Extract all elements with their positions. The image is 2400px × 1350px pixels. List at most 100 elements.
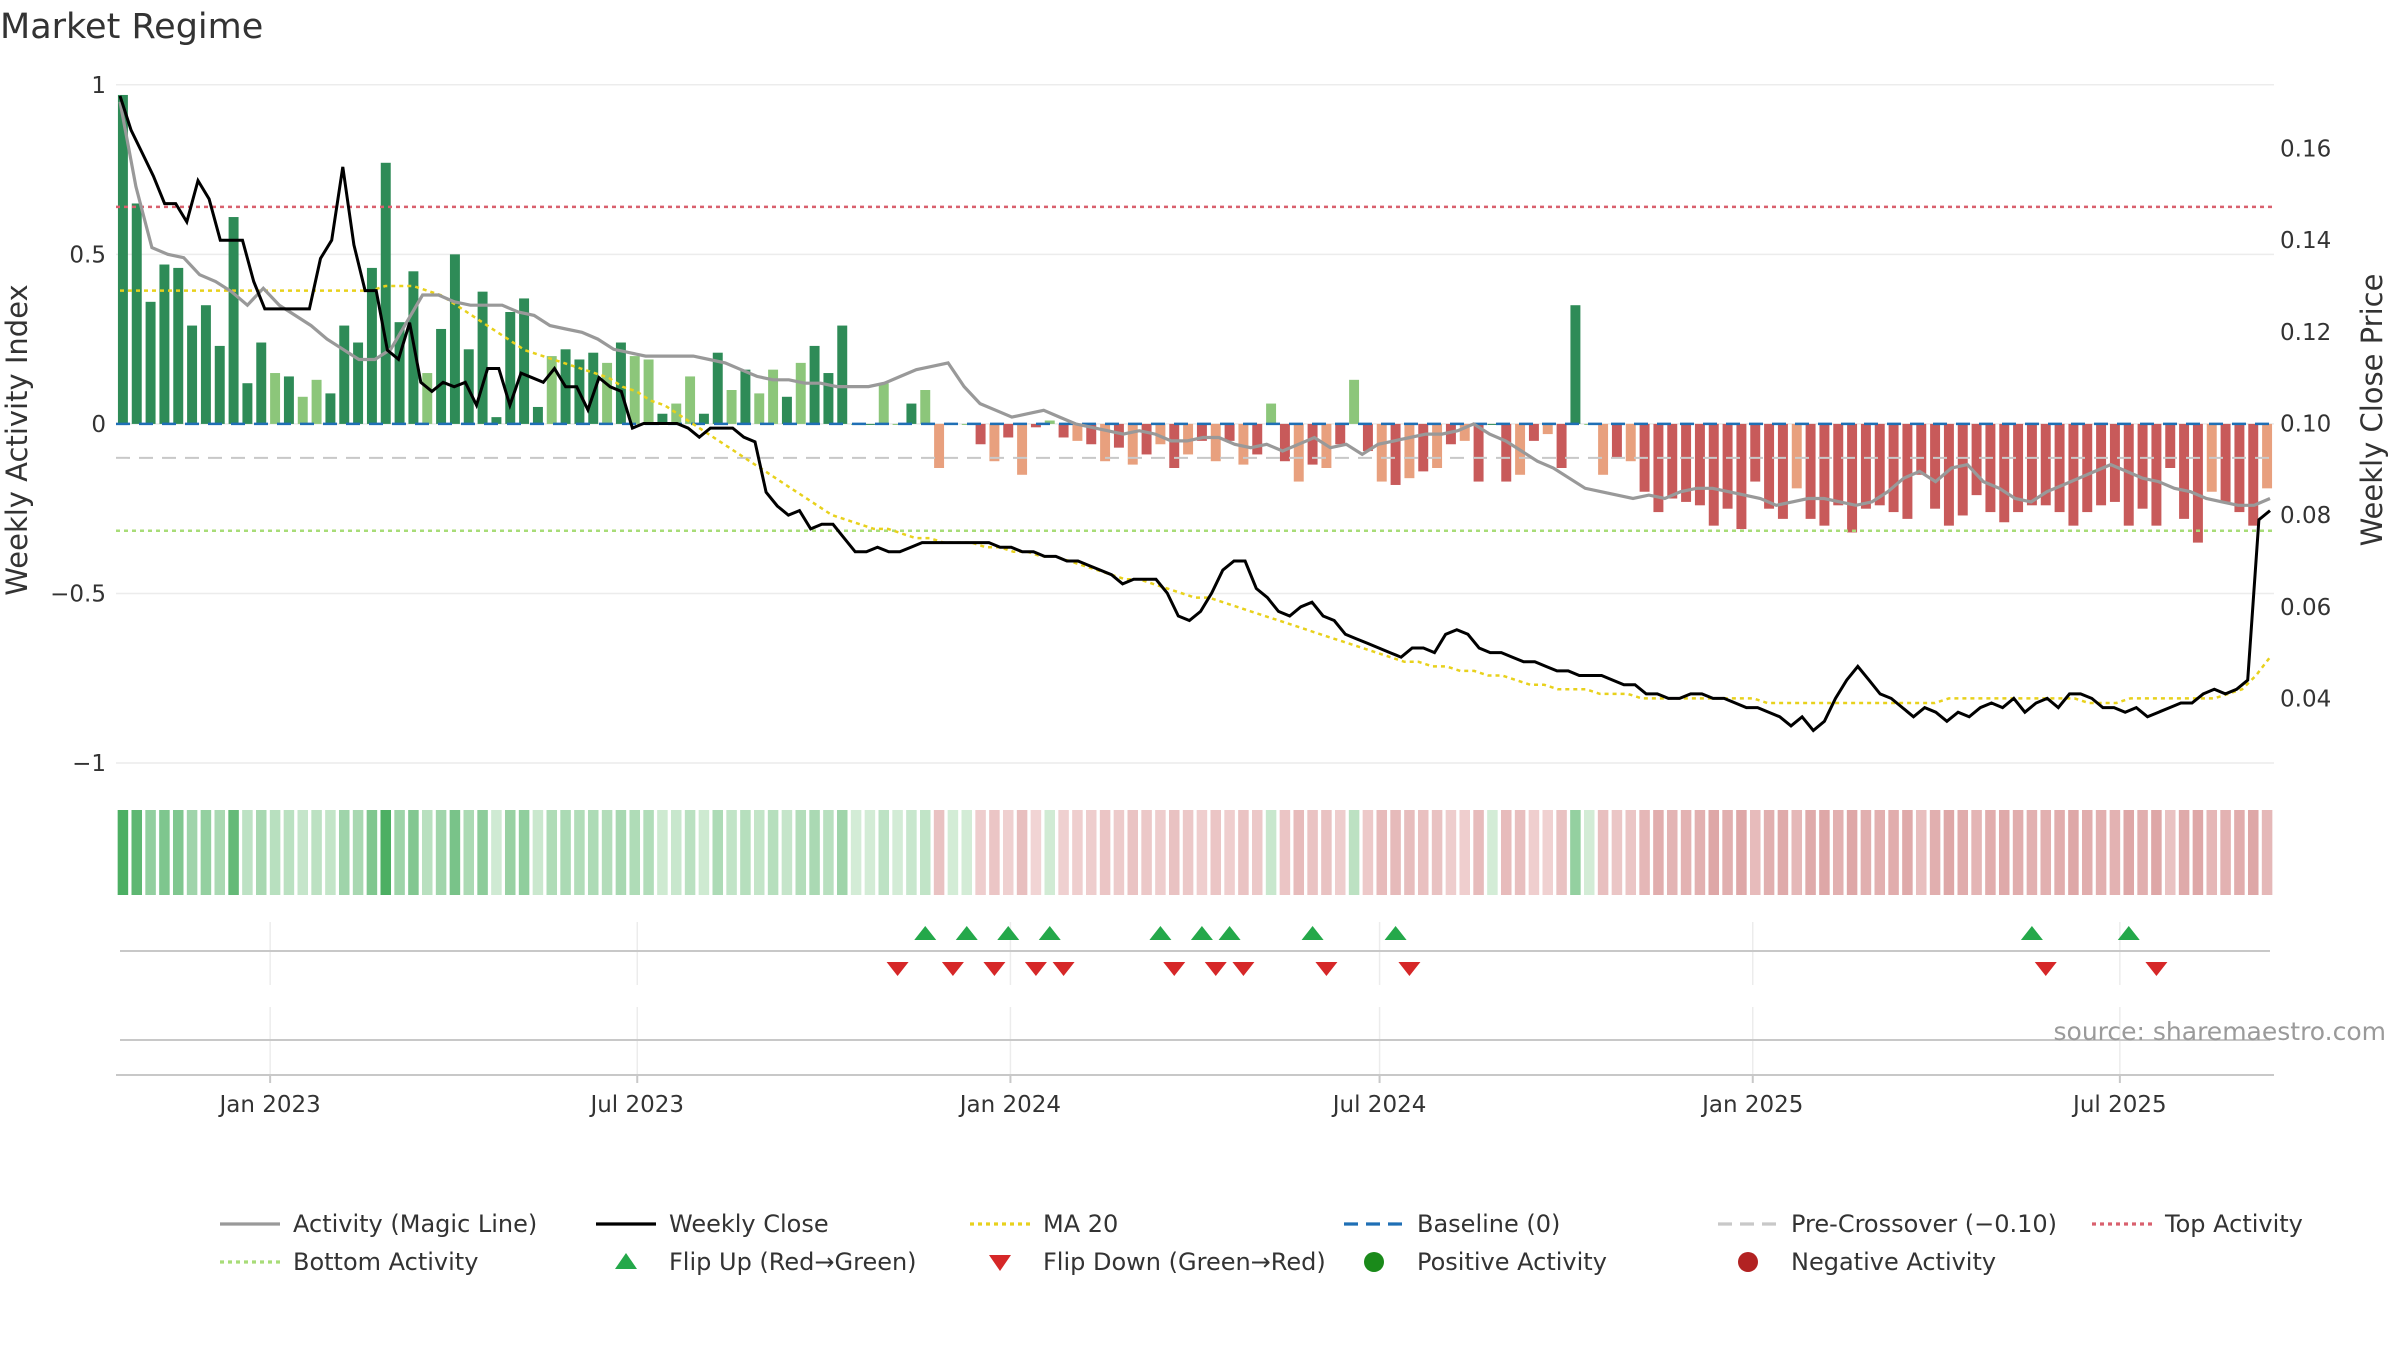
- activity-bar: [532, 406, 543, 424]
- heat-cell: [186, 810, 198, 895]
- flip-up-marker: [2020, 926, 2043, 940]
- heat-cell: [1819, 810, 1830, 895]
- heat-cell: [1348, 810, 1360, 895]
- activity-bar: [1611, 423, 1622, 458]
- heat-cell: [1694, 810, 1706, 895]
- series-lines: [118, 95, 2271, 733]
- heat-cell: [1514, 810, 1526, 895]
- activity-bar: [366, 267, 377, 424]
- heat-cell: [560, 810, 571, 895]
- heat-cell: [297, 810, 309, 895]
- heat-cell: [823, 810, 834, 895]
- heat-cell: [117, 810, 129, 895]
- legend-label: Weekly Close: [669, 1210, 829, 1238]
- flip-down-marker: [983, 962, 1006, 976]
- heat-cell: [1791, 810, 1803, 895]
- activity-bar: [1445, 423, 1456, 445]
- activity-bar: [200, 305, 211, 424]
- activity-bar: [2026, 423, 2037, 506]
- legend-label: Bottom Activity: [293, 1248, 478, 1276]
- right-tick-label: 0.12: [2280, 320, 2331, 346]
- activity-bar: [712, 352, 723, 424]
- activity-bar: [1570, 305, 1581, 424]
- heat-cell: [1902, 810, 1913, 895]
- heat-cell: [2164, 810, 2176, 895]
- flip-up-marker: [955, 926, 978, 940]
- activity-bar: [1930, 423, 1941, 509]
- left-tick-label: 1: [91, 73, 106, 99]
- heat-cell: [2234, 810, 2245, 895]
- activity-bar: [643, 359, 654, 424]
- left-axis-title: Weekly Activity Index: [0, 284, 34, 595]
- flip-markers-panel: [120, 922, 2270, 985]
- activity-bar: [781, 396, 792, 424]
- activity-bar: [1916, 423, 1927, 475]
- activity-bar: [878, 383, 889, 424]
- flip-down-marker: [1163, 962, 1186, 976]
- heat-cell: [670, 810, 682, 895]
- heat-cell: [435, 810, 447, 895]
- flip-down-marker: [2034, 962, 2057, 976]
- reference-lines: [116, 205, 2274, 532]
- activity-bar: [422, 373, 433, 424]
- heat-cell: [1016, 810, 1028, 895]
- heat-cell: [1639, 810, 1650, 895]
- activity-bar: [256, 342, 267, 424]
- flip-down-marker: [886, 962, 909, 976]
- x-tick-label: Jul 2024: [1331, 1092, 1427, 1118]
- flip-down-marker: [1232, 962, 1255, 976]
- activity-bar: [1017, 423, 1028, 475]
- activity-bar: [754, 393, 765, 424]
- activity-bar: [1196, 423, 1207, 441]
- activity-bar: [837, 325, 848, 424]
- activity-bar: [1847, 423, 1858, 533]
- legend-label: Top Activity: [2164, 1210, 2303, 1238]
- activity-bar: [242, 383, 253, 424]
- activity-bar: [685, 376, 696, 424]
- activity-bar: [1058, 423, 1069, 438]
- activity-bar: [505, 312, 516, 424]
- heat-cell: [1390, 810, 1401, 895]
- activity-bar: [2082, 423, 2093, 513]
- heat-cell: [2151, 810, 2162, 895]
- activity-bar: [1404, 423, 1415, 479]
- heat-cell: [2178, 810, 2190, 895]
- heat-cell: [1846, 810, 1858, 895]
- heat-cell: [394, 810, 405, 895]
- magic-line: [118, 101, 2271, 507]
- heat-cell: [546, 810, 558, 895]
- heat-cell: [684, 810, 696, 895]
- heat-cell: [214, 810, 226, 895]
- activity-bar: [1874, 423, 1885, 506]
- heat-cell: [145, 810, 156, 895]
- activity-bar: [615, 342, 626, 424]
- heat-cell: [726, 810, 737, 895]
- legend: Activity (Magic Line) Weekly Close MA 20 Ba…: [220, 1210, 2303, 1276]
- heat-cell: [408, 810, 419, 895]
- heat-cell: [947, 810, 959, 895]
- activity-bar: [1860, 423, 1871, 509]
- heat-cell: [850, 810, 862, 895]
- activity-bar: [2179, 423, 2190, 519]
- activity-bar: [325, 393, 336, 424]
- right-tick-label: 0.10: [2280, 412, 2331, 438]
- heat-cell: [1763, 810, 1775, 895]
- heat-cell: [657, 810, 668, 895]
- heat-cell: [159, 810, 170, 895]
- flip-up-marker: [2117, 926, 2140, 940]
- activity-bar: [436, 328, 447, 424]
- activity-bar: [1625, 423, 1636, 462]
- activity-bar: [726, 390, 737, 424]
- heat-cell: [463, 810, 475, 895]
- flip-up-marker: [1384, 926, 1407, 940]
- heat-cell: [933, 810, 945, 895]
- heat-cell: [1334, 810, 1346, 895]
- activity-bar: [1100, 423, 1111, 462]
- heat-cell: [1570, 810, 1581, 895]
- chart-title: Market Regime: [0, 7, 263, 47]
- heat-cell: [2261, 810, 2273, 895]
- activity-bar: [2220, 423, 2231, 502]
- heat-cell: [1473, 810, 1484, 895]
- heat-cell: [2095, 810, 2107, 895]
